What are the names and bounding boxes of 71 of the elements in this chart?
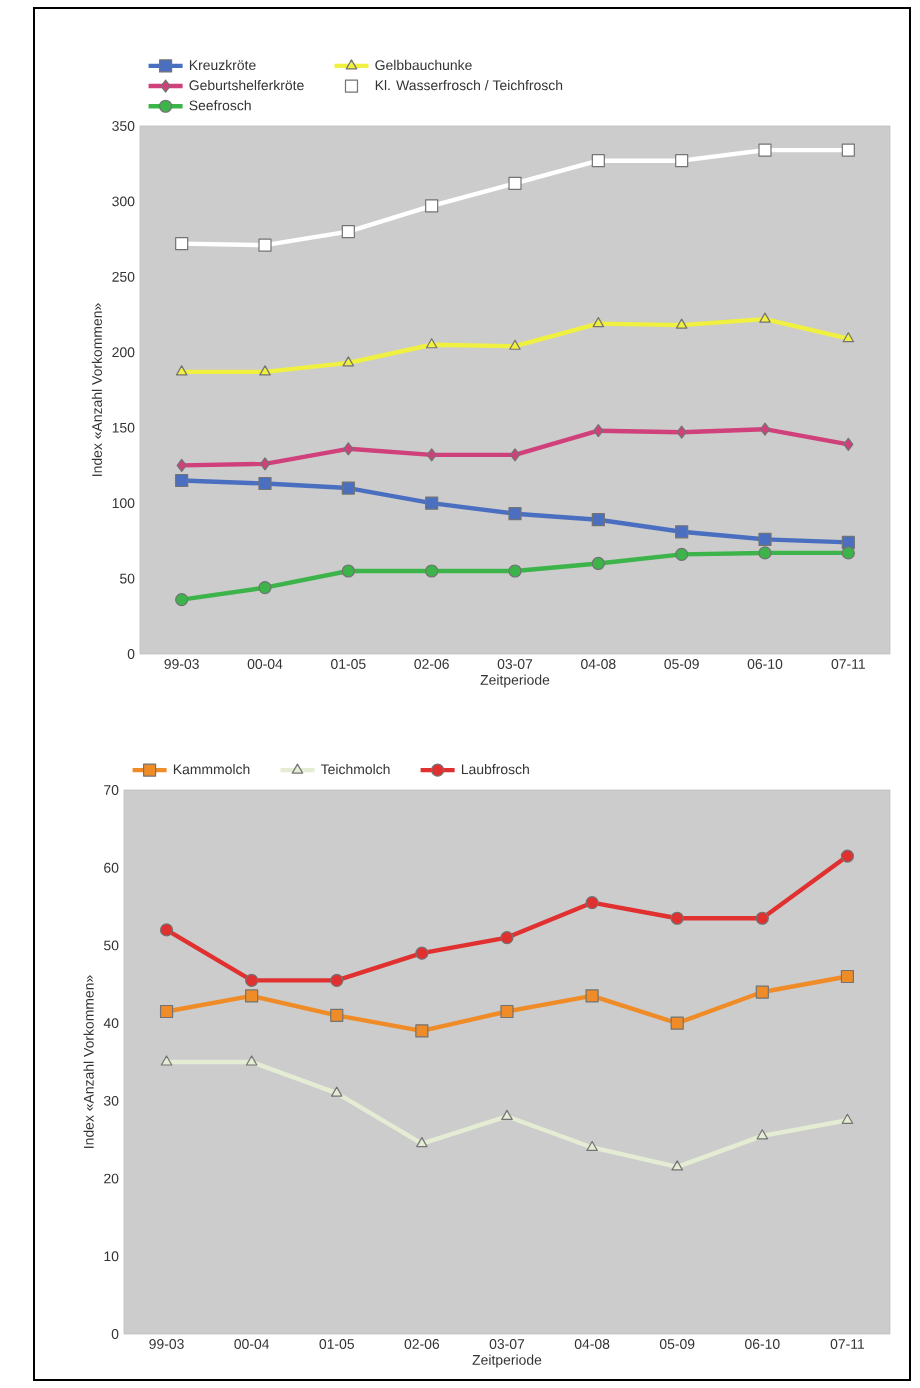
point	[842, 332, 855, 343]
point	[176, 458, 187, 473]
point	[259, 365, 271, 376]
point	[258, 238, 272, 252]
point	[755, 911, 769, 925]
point	[341, 224, 355, 239]
point	[670, 911, 684, 925]
point	[330, 973, 344, 987]
point	[342, 356, 355, 367]
point	[592, 317, 605, 328]
point	[759, 422, 771, 436]
point	[759, 312, 771, 323]
point	[508, 507, 522, 521]
point	[671, 1160, 683, 1171]
point	[330, 1008, 344, 1022]
point	[258, 581, 272, 595]
point	[593, 424, 604, 438]
point	[341, 481, 355, 495]
point	[758, 546, 772, 560]
point	[675, 154, 689, 168]
point	[425, 199, 439, 213]
point	[425, 338, 438, 349]
point	[585, 896, 599, 910]
point	[840, 849, 855, 863]
point	[175, 593, 189, 607]
point	[416, 1136, 428, 1148]
point	[245, 973, 259, 987]
point	[843, 437, 854, 451]
point	[756, 1129, 769, 1140]
point	[500, 1004, 514, 1019]
point	[675, 547, 689, 562]
point	[841, 143, 855, 157]
point	[675, 318, 688, 329]
point	[840, 969, 855, 984]
point	[675, 525, 689, 539]
point	[758, 143, 772, 157]
point	[501, 1109, 513, 1120]
point	[159, 1004, 174, 1019]
point	[175, 473, 189, 488]
point	[415, 1024, 429, 1038]
point	[585, 989, 599, 1003]
point	[676, 425, 687, 439]
point	[758, 532, 772, 546]
point	[509, 339, 521, 350]
point	[841, 1113, 854, 1124]
point	[425, 564, 439, 578]
point	[343, 442, 354, 456]
point	[591, 154, 605, 168]
point	[509, 448, 521, 462]
point	[508, 176, 522, 190]
point	[841, 546, 855, 560]
point	[591, 556, 605, 571]
point	[259, 457, 271, 471]
point	[755, 985, 769, 999]
point	[258, 476, 272, 491]
point	[330, 1086, 343, 1097]
point	[508, 564, 522, 578]
point	[160, 1055, 173, 1066]
point	[425, 496, 439, 510]
point	[426, 448, 437, 462]
point	[245, 1055, 258, 1066]
point	[500, 931, 514, 945]
point	[586, 1140, 598, 1152]
point	[415, 946, 429, 960]
point	[341, 564, 355, 578]
point	[591, 513, 605, 527]
point	[245, 989, 259, 1003]
point	[670, 1016, 684, 1030]
point	[175, 365, 188, 376]
point	[159, 923, 174, 937]
point	[175, 237, 189, 251]
